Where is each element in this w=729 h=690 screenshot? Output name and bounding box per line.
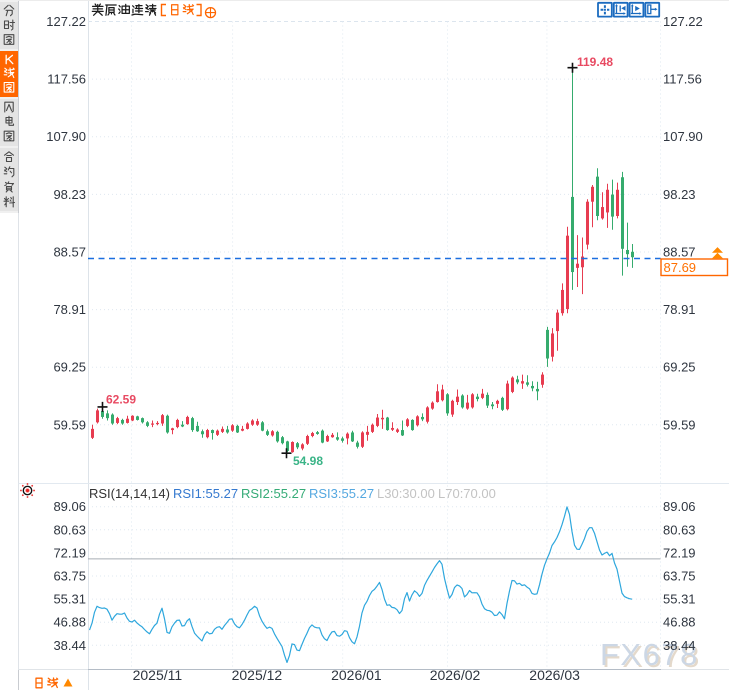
svg-text:72.19: 72.19 bbox=[53, 545, 86, 560]
svg-text:2026/02: 2026/02 bbox=[430, 667, 481, 683]
svg-text:88.57: 88.57 bbox=[663, 245, 696, 260]
svg-text:62.59: 62.59 bbox=[106, 393, 136, 407]
svg-text:78.91: 78.91 bbox=[663, 302, 696, 317]
svg-text:RSI(14,14,14): RSI(14,14,14) bbox=[89, 486, 170, 501]
svg-text:L70:70.00: L70:70.00 bbox=[438, 486, 496, 501]
svg-text:63.75: 63.75 bbox=[663, 569, 696, 584]
svg-text:63.75: 63.75 bbox=[53, 569, 86, 584]
svg-text:55.31: 55.31 bbox=[53, 592, 86, 607]
svg-text:FX678: FX678 bbox=[600, 637, 699, 672]
svg-text:59.59: 59.59 bbox=[53, 417, 86, 432]
svg-text:119.48: 119.48 bbox=[577, 55, 613, 69]
svg-text:80.63: 80.63 bbox=[663, 522, 696, 537]
svg-text:RSI1:55.27: RSI1:55.27 bbox=[173, 486, 238, 501]
svg-text:38.44: 38.44 bbox=[53, 638, 86, 653]
svg-text:78.91: 78.91 bbox=[53, 302, 86, 317]
svg-text:69.25: 69.25 bbox=[53, 360, 86, 375]
svg-text:80.63: 80.63 bbox=[53, 522, 86, 537]
svg-text:55.31: 55.31 bbox=[663, 592, 696, 607]
svg-text:59.59: 59.59 bbox=[663, 417, 696, 432]
svg-text:117.56: 117.56 bbox=[47, 72, 86, 87]
svg-text:107.90: 107.90 bbox=[663, 129, 703, 144]
svg-text:54.98: 54.98 bbox=[293, 454, 323, 468]
svg-text:98.23: 98.23 bbox=[663, 187, 696, 202]
svg-text:2025/12: 2025/12 bbox=[232, 667, 283, 683]
svg-text:38.44: 38.44 bbox=[663, 638, 696, 653]
svg-text:2025/11: 2025/11 bbox=[133, 667, 183, 683]
svg-text:2026/01: 2026/01 bbox=[331, 667, 382, 683]
svg-text:127.22: 127.22 bbox=[663, 14, 703, 29]
svg-text:RSI2:55.27: RSI2:55.27 bbox=[241, 486, 306, 501]
svg-text:98.23: 98.23 bbox=[53, 187, 86, 202]
svg-text:127.22: 127.22 bbox=[46, 14, 86, 29]
svg-text:72.19: 72.19 bbox=[663, 545, 696, 560]
svg-text:2026/03: 2026/03 bbox=[529, 667, 580, 683]
svg-text:89.06: 89.06 bbox=[53, 499, 86, 514]
svg-text:46.88: 46.88 bbox=[663, 615, 696, 630]
svg-text:69.25: 69.25 bbox=[663, 360, 696, 375]
svg-text:L30:30.00: L30:30.00 bbox=[377, 486, 435, 501]
svg-text:87.69: 87.69 bbox=[664, 260, 697, 275]
svg-text:RSI3:55.27: RSI3:55.27 bbox=[309, 486, 374, 501]
svg-text:117.56: 117.56 bbox=[663, 72, 702, 87]
svg-text:107.90: 107.90 bbox=[46, 129, 86, 144]
svg-text:46.88: 46.88 bbox=[53, 615, 86, 630]
svg-text:89.06: 89.06 bbox=[663, 499, 696, 514]
svg-text:88.57: 88.57 bbox=[53, 245, 86, 260]
